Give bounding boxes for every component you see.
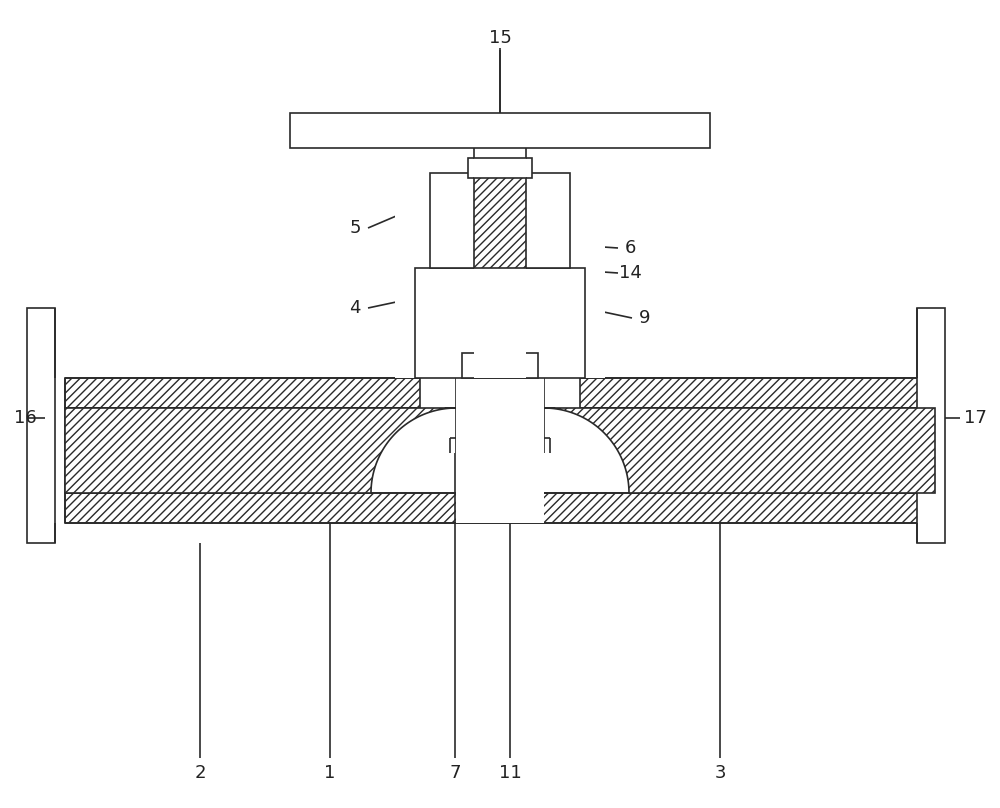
Text: 7: 7: [449, 764, 461, 782]
Text: 11: 11: [499, 764, 521, 782]
Text: 15: 15: [489, 29, 511, 47]
Bar: [462, 353, 538, 378]
Bar: [395, 123, 605, 378]
Bar: [290, 113, 710, 148]
Bar: [474, 178, 526, 268]
Bar: [27, 308, 55, 543]
Polygon shape: [65, 408, 456, 493]
Text: 16: 16: [14, 409, 36, 427]
Bar: [917, 308, 945, 543]
Bar: [65, 378, 420, 408]
Bar: [468, 158, 532, 178]
Text: 2: 2: [194, 764, 206, 782]
Text: 1: 1: [324, 764, 336, 782]
Text: 3: 3: [714, 764, 726, 782]
Text: 5: 5: [349, 219, 361, 237]
Bar: [474, 143, 526, 158]
Bar: [580, 378, 935, 408]
Text: 14: 14: [619, 264, 641, 282]
Text: 4: 4: [349, 299, 361, 317]
Text: 6: 6: [624, 239, 636, 257]
Bar: [415, 268, 585, 378]
Polygon shape: [544, 408, 935, 493]
Bar: [474, 113, 526, 378]
Bar: [456, 378, 544, 523]
Bar: [430, 173, 570, 268]
Bar: [65, 493, 935, 523]
Text: 9: 9: [639, 309, 651, 327]
Text: 17: 17: [964, 409, 986, 427]
